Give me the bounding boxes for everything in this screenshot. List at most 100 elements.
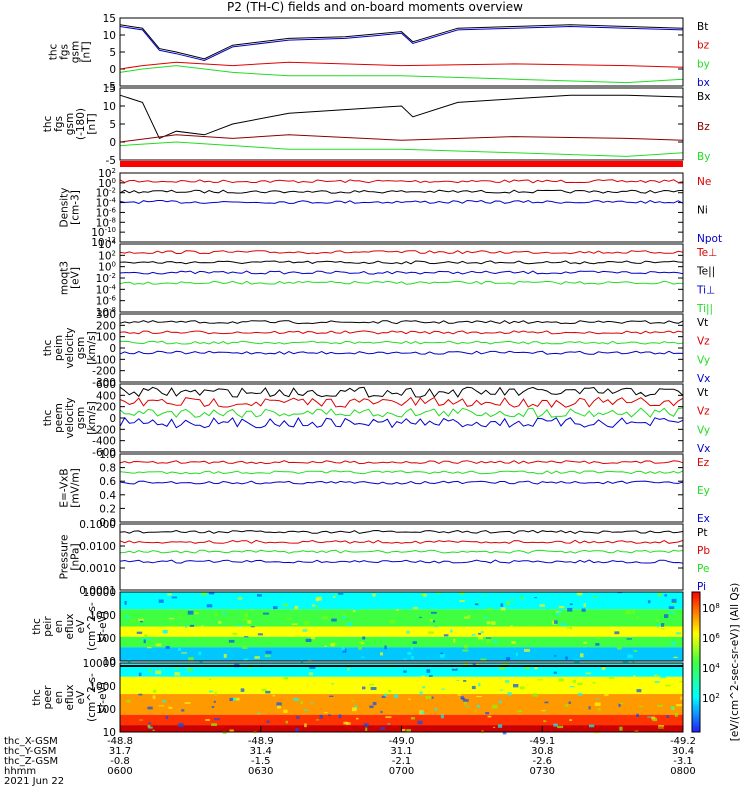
spectrogram-cell — [177, 723, 184, 728]
spectrogram-cell — [136, 631, 143, 634]
spectrogram-cell — [553, 599, 558, 603]
spectrogram-cell — [208, 592, 215, 595]
xaxis-value: 31.1 — [390, 746, 412, 757]
spectrogram-cell — [459, 600, 465, 602]
spectrogram-cell — [672, 666, 676, 670]
spectrogram-cell — [544, 709, 547, 711]
spectrogram-cell — [372, 593, 376, 597]
spectrogram-cell — [304, 621, 309, 625]
spectrogram-cell — [370, 686, 377, 691]
y-tick-label: 0 — [109, 64, 116, 76]
spectrogram-cell — [222, 612, 227, 615]
spectrogram-cell — [463, 680, 467, 682]
xaxis-row-label: hhmm — [4, 766, 36, 777]
spectrogram-cell — [184, 702, 191, 704]
spectrogram-cell — [459, 592, 465, 595]
panel-frame — [119, 591, 684, 662]
spectrogram-cell — [588, 706, 591, 710]
legend-vz: Vz — [697, 406, 710, 418]
xaxis-value: -2.6 — [532, 756, 552, 767]
xaxis-value: -49.2 — [670, 736, 696, 747]
ylabel-line: eflux — [64, 685, 76, 711]
panel-fgs_gsm: thc fgs gsm [nT] 15 10 5 0 -5 Bt bz by bx — [48, 13, 710, 93]
spectrogram-cell — [668, 606, 675, 610]
ylabel-line: (-180) — [75, 108, 87, 140]
spectrogram-cell — [593, 731, 600, 734]
spectrogram-cell — [232, 632, 238, 635]
spectrogram-cell — [532, 624, 535, 627]
spectrogram-cell — [572, 679, 577, 683]
y-tick-label: 0.0001 — [79, 585, 116, 597]
spectrogram-cell — [588, 724, 595, 728]
series-vz — [119, 396, 684, 408]
separator-bar — [120, 161, 683, 167]
y-tick-label: 10-2 — [96, 187, 116, 200]
series-npot — [119, 199, 684, 205]
spectrogram-cell — [406, 630, 410, 634]
spectrogram-cell — [627, 654, 633, 658]
spectrogram-cell — [315, 719, 320, 721]
spectrogram-cell — [211, 706, 215, 709]
spectrogram-cell — [324, 711, 328, 714]
spectrogram-cell — [381, 695, 386, 698]
spectrogram-cell — [468, 615, 471, 617]
spectrogram-cell — [387, 723, 391, 725]
y-tick-label: 100 — [96, 633, 116, 645]
spectrogram-cell — [525, 685, 528, 690]
spectrogram-cell — [324, 645, 328, 647]
spectrogram-cell — [234, 697, 240, 701]
legend-vx: Vx — [697, 373, 710, 385]
series-te|| — [119, 260, 684, 265]
legend-ne: Ne — [697, 176, 711, 188]
page-title: P2 (TH-C) fields and on-board moments ov… — [227, 0, 523, 14]
spectrogram-cell — [152, 729, 155, 732]
spectrogram-cell — [632, 675, 636, 678]
spectrogram-cell — [244, 613, 248, 617]
spectrogram-cell — [241, 646, 248, 649]
spectrogram-cell — [257, 594, 262, 597]
spectrogram-cell — [633, 650, 638, 652]
spectrogram-cell — [440, 714, 444, 719]
spectrogram-cell — [346, 722, 351, 725]
series-vt — [119, 386, 684, 398]
spectrogram-cell — [285, 720, 288, 724]
y-tick-label: 10-6 — [96, 206, 117, 219]
spectrogram-cell — [434, 626, 439, 628]
ylabel-line: fgs — [53, 116, 65, 132]
legend-vt: Vt — [697, 387, 708, 399]
spectrogram-cell — [484, 615, 488, 619]
spectrogram-cell — [305, 638, 312, 642]
spectrogram-cell — [338, 714, 342, 719]
spectrogram-cell — [498, 700, 503, 704]
spectrogram-cell — [290, 601, 293, 604]
panel-peer_en_eflux: thc peer en eflux eV (cm^2-s-sr-eV) 10000 1000 1… — [31, 658, 684, 739]
series-vt — [119, 320, 684, 325]
spectrogram-cell — [206, 604, 213, 608]
spectrogram-cell — [520, 596, 524, 600]
spectrogram-cell — [577, 682, 583, 686]
spectrogram-cell — [229, 729, 234, 733]
spectrogram-cell — [148, 726, 153, 729]
spectrogram-cell — [619, 726, 623, 731]
spectrogram-cell — [144, 634, 148, 638]
spectrogram-cell — [389, 620, 395, 624]
xaxis-row-label: thc_Y-GSM — [4, 746, 56, 757]
legend-pe: Pe — [697, 563, 709, 575]
spectrogram-cell — [162, 630, 168, 634]
spectrogram-cell — [636, 689, 642, 693]
spectrogram-cell — [619, 702, 624, 705]
series-bt — [119, 24, 684, 60]
spectrogram-cell — [543, 720, 547, 723]
spectrogram-cell — [331, 618, 337, 622]
panel-peim_velocity: thc peim velocity gsm [km/s] 3002001000-100-2… — [42, 309, 710, 389]
spectrogram-cell — [431, 696, 434, 699]
spectrogram-cell — [303, 709, 308, 712]
spectrogram-cell — [504, 680, 510, 683]
spectrogram-cell — [231, 697, 237, 701]
colorbar-tick-label: 108 — [702, 602, 720, 615]
y-tick-label: 200 — [96, 320, 116, 332]
ylabel-line: Density — [59, 188, 71, 228]
ylabel-line: en — [53, 691, 65, 704]
legend-vy: Vy — [697, 424, 710, 436]
spectrogram-cell — [420, 675, 425, 679]
